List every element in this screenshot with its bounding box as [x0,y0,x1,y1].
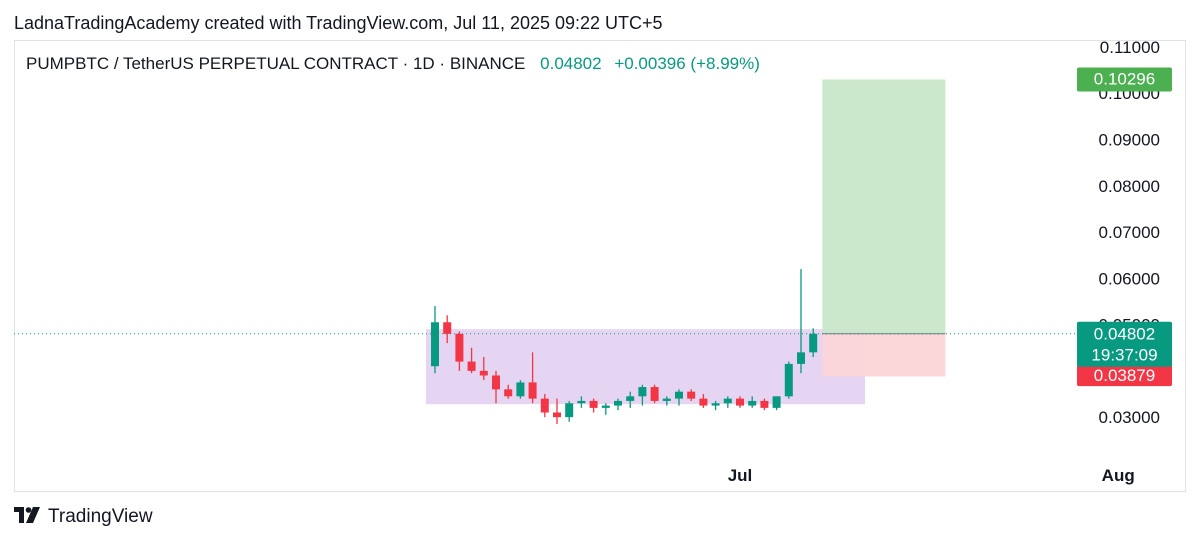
legend-change: +0.00396 (+8.99%) [614,54,760,73]
stop-price-tag-bg [1077,364,1172,387]
target-profit-zone [822,79,946,334]
candle-body [455,333,464,362]
last-price-tag-bg [1077,321,1172,367]
candle-body [443,322,452,334]
target-price-tag-text: 0.10296 [1094,70,1155,89]
bar-countdown-text: 19:37:09 [1091,346,1157,365]
symbol-title[interactable]: PUMPBTC / TetherUS PERPETUAL CONTRACT · … [26,54,526,73]
candle [748,396,757,408]
candle [711,400,720,411]
stop-loss-zone [822,333,946,377]
price-axis-tick-label: 0.09000 [1099,130,1160,149]
candle-body [699,398,708,406]
candle [650,384,659,404]
candle-body [797,352,805,364]
candle [760,398,769,411]
candle-body [504,389,513,397]
candle-body [492,375,500,390]
candle [626,391,635,408]
price-axis-tick-label: 0.07000 [1099,223,1160,242]
candle-body [528,382,537,399]
candle [797,269,805,374]
candle [565,400,574,422]
candle [699,393,708,408]
candle [577,396,586,408]
candle-body [772,396,781,408]
last-price-tag: 0.04802 19:37:09 [1077,321,1172,367]
candle [638,384,647,406]
symbol-legend: PUMPBTC / TetherUS PERPETUAL CONTRACT · … [26,54,760,74]
footer-brand[interactable]: TradingView [14,506,153,528]
candle-body [553,412,561,418]
price-axis-tick-label: 0.06000 [1099,269,1160,288]
candle [467,347,476,374]
candle [553,398,561,425]
candle-body [467,361,476,371]
tradingview-logo-icon [14,506,42,528]
candle-body [687,391,696,399]
legend-last-price: 0.04802 [540,54,602,73]
candle [455,331,464,371]
candle-body [614,400,622,406]
candle [601,403,610,415]
candlestick-series [431,269,818,425]
footer-brand-text: TradingView [48,506,153,527]
price-axis-tick-label: 0.11000 [1100,38,1160,57]
candle-body [662,398,671,401]
candle [736,396,744,408]
candle-body [675,391,683,399]
candle-body [479,370,488,376]
candle [540,393,549,418]
target-price-tag-bg [1077,67,1172,92]
price-axis-tick-label: 0.08000 [1099,177,1160,196]
price-axis-tick-label: 0.03000 [1099,408,1160,427]
candle [492,370,500,404]
candle [431,306,439,374]
chart-frame [14,40,1186,492]
price-tags: 0.10296 0.03879 0.04802 19:37:09 [1077,67,1172,387]
candle-body [589,400,598,408]
candle-body [809,333,818,353]
candle-body [736,398,744,406]
candle [443,315,452,344]
time-axis-label: Aug [1102,466,1135,485]
last-price-tag-value: 0.04802 [1094,325,1155,344]
target-price-tag: 0.10296 [1077,67,1172,92]
overlay-zones [426,79,946,405]
candle-body [601,405,610,408]
candle [675,389,683,406]
candle [772,396,781,411]
candle-body [626,396,635,401]
candle-body [711,403,720,406]
candle-body [760,400,769,408]
candle-body [565,403,574,418]
time-axis-label: Jul [728,466,753,485]
candle [479,356,488,381]
stop-price-tag: 0.03879 [1077,364,1172,387]
candle [687,389,696,401]
candle [723,396,732,408]
candle [528,352,537,404]
candle-body [748,400,757,406]
candle [809,328,818,357]
candle-body [577,400,586,404]
candle-body [540,398,549,413]
candle-body [650,387,659,401]
time-axis: Jul Aug [728,466,1135,485]
candle [504,384,513,399]
candle-body [516,382,525,397]
chart-attribution: LadnaTradingAcademy created with Trading… [14,13,663,33]
candle [614,398,622,411]
candle [784,361,793,399]
candle [589,398,598,413]
candle [516,380,525,399]
candle [662,396,671,406]
candle-body [784,363,793,397]
candle-body [723,398,732,404]
candle-body [431,322,439,367]
candle-body [638,387,647,397]
stop-price-tag-text: 0.03879 [1094,366,1155,385]
